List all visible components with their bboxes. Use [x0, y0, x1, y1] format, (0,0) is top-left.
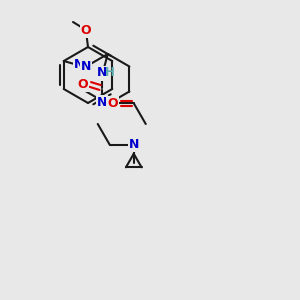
Text: N: N: [129, 138, 139, 151]
Text: N: N: [97, 95, 107, 109]
Text: H: H: [105, 67, 115, 80]
Text: N: N: [74, 58, 84, 71]
Text: N: N: [97, 67, 107, 80]
Text: O: O: [107, 97, 118, 110]
Text: O: O: [81, 23, 91, 37]
Text: N: N: [81, 60, 91, 73]
Text: O: O: [77, 77, 88, 91]
